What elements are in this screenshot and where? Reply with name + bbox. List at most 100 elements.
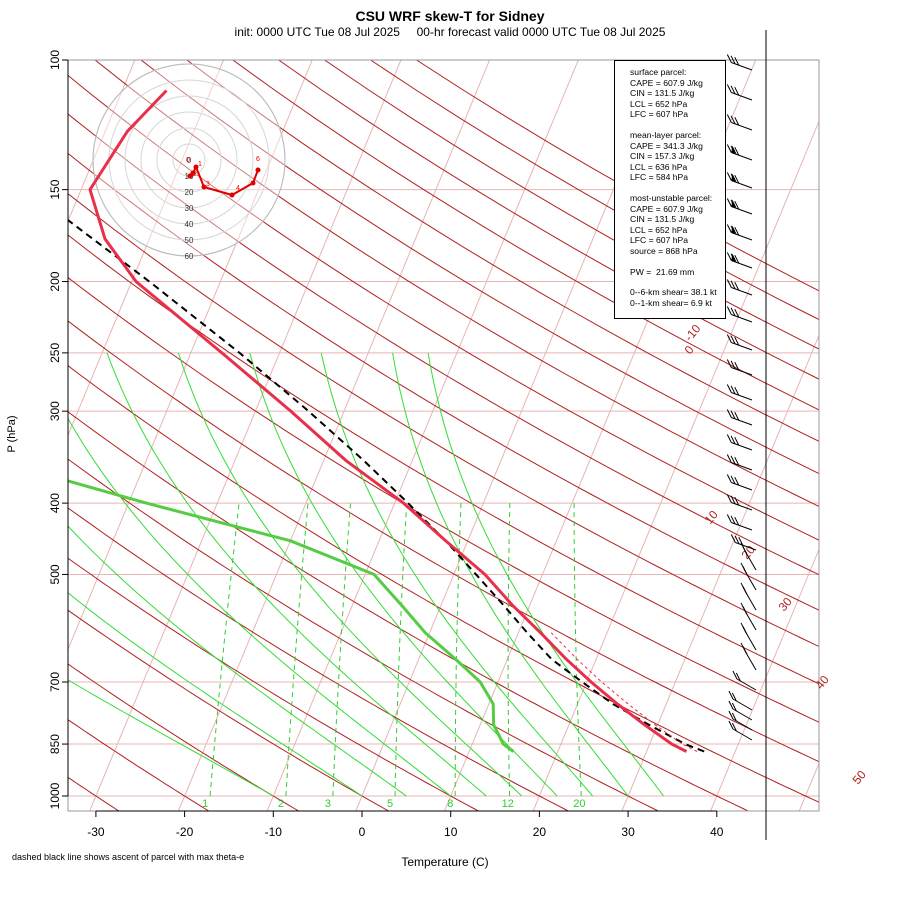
wind-barb <box>732 670 757 691</box>
surface-cape: CAPE = 607.9 J/kg <box>630 77 703 88</box>
wind-barb-feather <box>730 534 736 543</box>
isotherm-line <box>532 119 819 811</box>
wind-barb-feather <box>734 496 740 506</box>
wind-barb-feather <box>726 54 732 63</box>
y-tick-label: 700 <box>48 672 62 692</box>
y-tick-label: 150 <box>48 179 62 199</box>
wind-barb-feather <box>730 335 736 345</box>
wind-barb-feather <box>734 535 740 545</box>
isotherm-label: 50 <box>850 767 870 786</box>
dry-adiabat <box>232 60 819 411</box>
mean-layer-lcl: LCL = 636 hPa <box>630 161 688 172</box>
wind-barb-feather <box>730 360 736 370</box>
wind-barb-feather <box>726 334 732 343</box>
hodograph-ring <box>124 95 254 225</box>
wind-barb-feather <box>726 434 732 443</box>
hodograph-point <box>193 164 199 170</box>
mixing-ratio-label: 1 <box>202 798 208 810</box>
dry-adiabat <box>68 365 819 803</box>
dry-adiabat <box>68 152 819 611</box>
wind-barb-feather <box>726 198 732 207</box>
shear-0-6km: 0--6-km shear= 38.1 kt <box>630 287 717 298</box>
wind-barb <box>730 534 757 551</box>
mixing-ratio-line <box>507 503 511 797</box>
mixing-ratio-line <box>573 503 582 797</box>
wind-barb-feather <box>742 546 748 555</box>
hodograph-height-label: 2 <box>193 171 197 178</box>
dry-adiabat <box>68 113 819 576</box>
hodograph-height-label: 0 <box>186 157 190 164</box>
hodograph-point <box>250 180 256 186</box>
hodograph-height-label: 3 <box>206 181 210 188</box>
wind-barb-feather <box>726 172 732 181</box>
wind-barb-feather <box>730 85 736 95</box>
dewpoint-line <box>68 479 515 753</box>
hodograph: 0102030405060012346 <box>92 63 286 261</box>
isotherm-label: 10 <box>702 507 722 526</box>
wind-barb-feather <box>742 606 748 615</box>
wind-barb-feather <box>742 566 748 575</box>
y-tick-label: 850 <box>48 734 62 754</box>
moist-adiabat <box>68 417 452 797</box>
wind-barb <box>726 474 753 491</box>
mixing-ratio-label: 12 <box>502 798 514 810</box>
hodograph-ring-label: 50 <box>185 236 194 245</box>
parcel-footnote: dashed black line shows ascent of parcel… <box>12 852 245 862</box>
dry-adiabat <box>68 411 750 811</box>
moist-adiabat <box>106 352 487 797</box>
chart-title: CSU WRF skew-T for Sidney <box>355 8 545 24</box>
hodograph-point <box>255 167 261 173</box>
wind-barb-feather <box>730 410 736 420</box>
mixing-ratio-label: 5 <box>387 798 393 810</box>
x-tick-label: 10 <box>444 825 458 839</box>
wind-barb-feather <box>726 306 732 315</box>
wind-barb-feather <box>734 336 740 346</box>
mixing-ratio-line <box>209 503 240 797</box>
wind-barb-feather <box>730 435 736 445</box>
wind-barb-feather <box>728 710 734 720</box>
wind-barb-feather <box>734 386 740 396</box>
wind-barb-feather <box>726 359 732 368</box>
dry-adiabat <box>68 557 480 811</box>
x-tick-label: 20 <box>533 825 547 839</box>
hodograph-ring <box>140 111 238 209</box>
wind-barb-feather <box>734 308 740 318</box>
dry-adiabat <box>68 719 210 811</box>
wind-barb-pennant <box>731 173 737 182</box>
wind-barb <box>726 306 753 323</box>
wind-barb <box>726 144 753 161</box>
adiabats-layer <box>68 60 819 811</box>
wind-barb <box>740 582 757 611</box>
most-unstable-source: source = 868 hPa <box>630 245 698 256</box>
hodograph-ring-label: 40 <box>185 220 194 229</box>
hodograph-ring-label: 20 <box>185 188 194 197</box>
wind-barb-feather <box>730 55 736 65</box>
isotherm-line <box>89 60 402 811</box>
wind-barb-feather <box>734 476 740 486</box>
wind-barbs <box>726 30 767 840</box>
wind-barb-feather <box>728 720 734 730</box>
y-tick-label: 250 <box>48 343 62 363</box>
parcel-stats-box: surface parcel: CAPE = 607.9 J/kg CIN = … <box>614 60 726 319</box>
isotherm-line <box>68 60 136 223</box>
hodograph-height-label: 1 <box>198 161 202 168</box>
isotherm-line <box>621 334 819 811</box>
surface-lfc: LFC = 607 hPa <box>630 109 689 120</box>
isotherm-line <box>68 60 224 437</box>
dry-adiabat <box>186 60 819 442</box>
wind-barb-feather <box>734 516 740 526</box>
dry-adiabat <box>94 60 819 508</box>
wind-barb-feather <box>738 536 744 546</box>
hodograph-ring-label: 60 <box>185 252 194 261</box>
x-tick-label: -20 <box>176 825 194 839</box>
mixing-ratio-label: 2 <box>278 798 284 810</box>
most-unstable-lfc: LFC = 607 hPa <box>630 235 689 246</box>
wind-barb-feather <box>730 385 736 395</box>
wind-barb-feather <box>734 146 740 156</box>
isotherm-label: 0 <box>682 343 697 357</box>
shear-0-1km: 0--1-km shear= 6.9 kt <box>630 297 712 308</box>
wind-barb-feather <box>734 174 740 184</box>
wind-barb-pennant <box>731 253 737 262</box>
wind-barb <box>726 198 753 215</box>
